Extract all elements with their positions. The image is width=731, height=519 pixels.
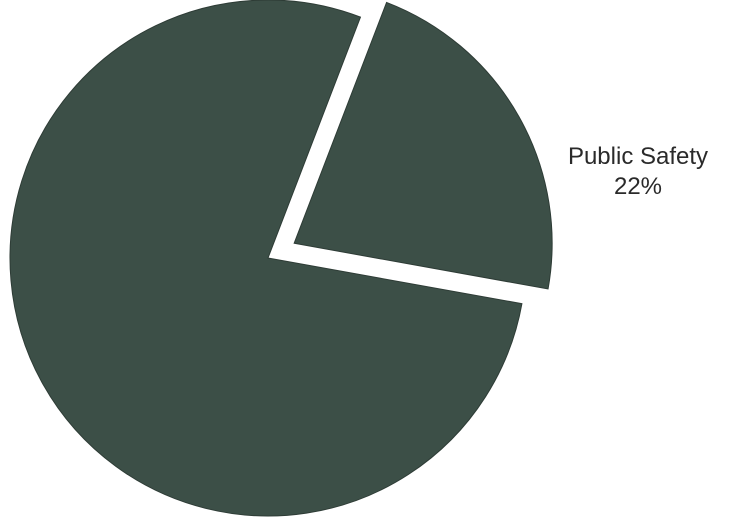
pie-slice-public-safety	[293, 1, 553, 290]
public-safety-label-value: 22%	[613, 173, 663, 200]
public-safety-label-name: Public Safety	[567, 143, 709, 170]
public-safety-label: Public Safety 22%	[548, 142, 728, 202]
pie-slice-other	[9, 0, 523, 517]
